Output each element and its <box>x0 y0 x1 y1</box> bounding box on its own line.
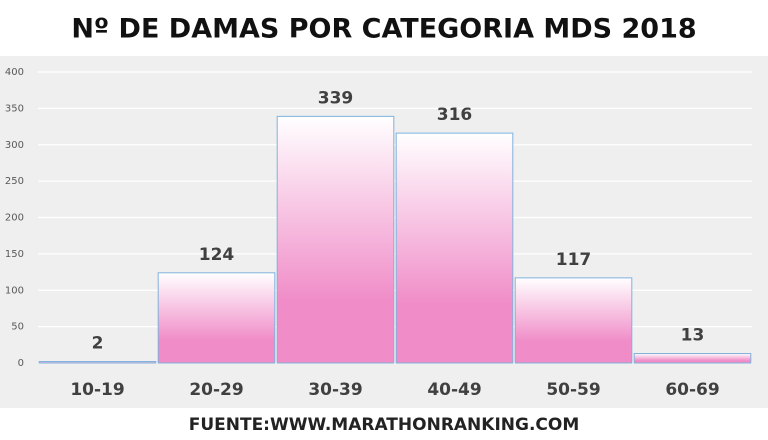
bar <box>395 132 514 364</box>
bar <box>157 272 276 364</box>
value-label: 124 <box>199 245 235 265</box>
value-label: 13 <box>681 326 705 346</box>
chart-title: Nº DE DAMAS POR CATEGORIA MDS 2018 <box>71 14 696 45</box>
y-tick-label: 200 <box>5 213 24 224</box>
x-tick-label: 30-39 <box>308 380 362 400</box>
x-tick-label: 50-59 <box>546 380 600 400</box>
y-tick-label: 300 <box>5 140 24 151</box>
value-label: 339 <box>318 88 354 108</box>
y-tick-label: 150 <box>5 249 24 260</box>
source-note: FUENTE:WWW.MARATHONRANKING.COM <box>189 415 580 435</box>
y-tick-label: 0 <box>18 358 24 369</box>
y-tick-label: 350 <box>5 103 24 114</box>
y-tick-label: 50 <box>11 322 24 333</box>
bar <box>38 361 157 364</box>
bar <box>514 277 633 364</box>
x-tick-label: 10-19 <box>70 380 124 400</box>
x-tick-label: 20-29 <box>189 380 243 400</box>
y-tick-label: 100 <box>5 285 24 296</box>
value-label: 2 <box>92 334 104 354</box>
value-label: 316 <box>437 105 473 125</box>
bar <box>276 115 395 364</box>
x-tick-label: 60-69 <box>665 380 719 400</box>
value-label: 117 <box>556 250 592 270</box>
x-tick-label: 40-49 <box>427 380 481 400</box>
y-tick-label: 400 <box>5 67 24 78</box>
bar <box>633 353 752 364</box>
y-tick-label: 250 <box>5 176 24 187</box>
